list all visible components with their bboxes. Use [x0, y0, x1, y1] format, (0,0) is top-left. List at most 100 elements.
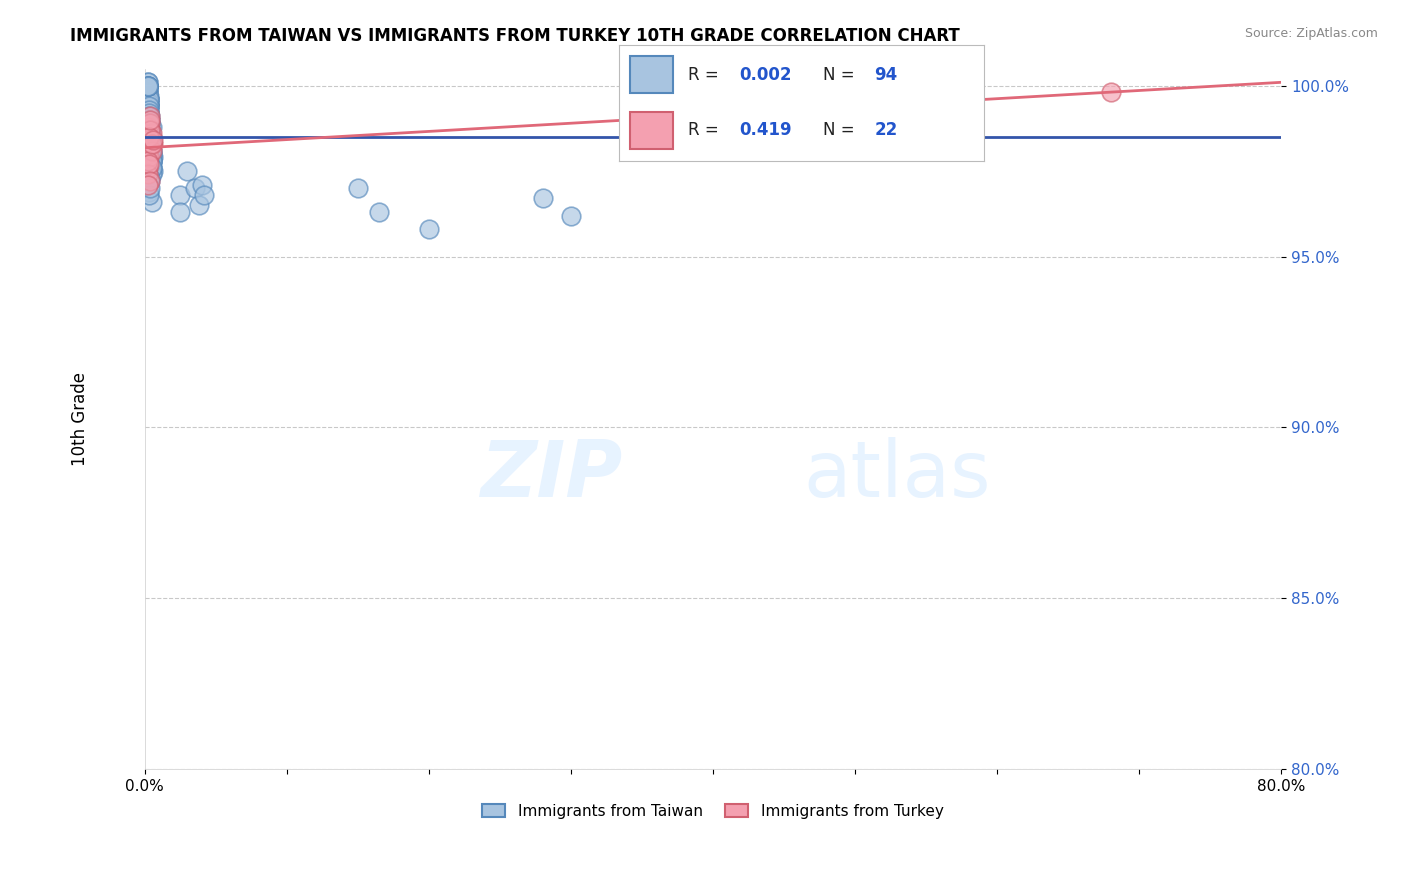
- Point: [141, 194, 163, 209]
- Point: [136, 168, 159, 182]
- Point: [141, 136, 163, 151]
- Point: [139, 174, 162, 188]
- Text: 94: 94: [875, 66, 898, 84]
- Point: [136, 147, 159, 161]
- Point: [139, 116, 162, 130]
- Point: [142, 164, 165, 178]
- Point: [169, 188, 191, 202]
- Point: [138, 92, 160, 106]
- Text: atlas: atlas: [804, 437, 991, 513]
- Point: [136, 88, 159, 103]
- Point: [138, 112, 160, 127]
- Point: [139, 109, 162, 123]
- Point: [136, 178, 159, 192]
- Point: [138, 92, 160, 106]
- Text: ZIP: ZIP: [479, 437, 621, 513]
- Point: [136, 78, 159, 93]
- Point: [138, 157, 160, 171]
- Point: [139, 123, 162, 137]
- Point: [138, 95, 160, 110]
- Point: [136, 75, 159, 89]
- Text: Source: ZipAtlas.com: Source: ZipAtlas.com: [1244, 27, 1378, 40]
- Point: [136, 116, 159, 130]
- Point: [136, 78, 159, 93]
- Point: [141, 168, 163, 182]
- Text: IMMIGRANTS FROM TAIWAN VS IMMIGRANTS FROM TURKEY 10TH GRADE CORRELATION CHART: IMMIGRANTS FROM TAIWAN VS IMMIGRANTS FRO…: [70, 27, 960, 45]
- Point: [139, 140, 162, 154]
- Point: [138, 116, 160, 130]
- Point: [138, 99, 160, 113]
- Point: [136, 82, 159, 96]
- Point: [136, 78, 159, 93]
- Point: [138, 99, 160, 113]
- Point: [136, 78, 159, 93]
- Text: N =: N =: [824, 66, 860, 84]
- Point: [141, 129, 163, 144]
- Point: [136, 82, 159, 96]
- Point: [138, 116, 160, 130]
- Point: [138, 133, 160, 147]
- Point: [176, 164, 198, 178]
- Point: [368, 205, 391, 219]
- Text: R =: R =: [688, 66, 724, 84]
- Bar: [630, 112, 673, 149]
- Point: [141, 144, 163, 158]
- Point: [141, 144, 163, 158]
- Point: [136, 161, 159, 175]
- Point: [141, 153, 163, 168]
- Point: [418, 222, 440, 236]
- Point: [187, 198, 209, 212]
- Point: [139, 147, 162, 161]
- Point: [139, 127, 162, 141]
- Point: [138, 99, 160, 113]
- Point: [141, 157, 163, 171]
- Point: [142, 150, 165, 164]
- Point: [169, 205, 191, 219]
- Point: [138, 103, 160, 117]
- Point: [139, 136, 162, 151]
- Point: [139, 150, 162, 164]
- Point: [138, 106, 160, 120]
- Point: [136, 86, 159, 100]
- Point: [142, 133, 165, 147]
- Point: [139, 174, 162, 188]
- Point: [136, 78, 159, 93]
- Point: [141, 147, 163, 161]
- Point: [139, 129, 162, 144]
- Point: [141, 161, 163, 175]
- Point: [138, 185, 160, 199]
- Point: [142, 136, 165, 151]
- Point: [139, 153, 162, 168]
- Point: [138, 95, 160, 110]
- Point: [141, 161, 163, 175]
- Point: [139, 116, 162, 130]
- Point: [138, 92, 160, 106]
- Point: [139, 112, 162, 127]
- Point: [1099, 86, 1122, 100]
- Point: [193, 188, 215, 202]
- Point: [138, 109, 160, 123]
- Legend: Immigrants from Taiwan, Immigrants from Turkey: Immigrants from Taiwan, Immigrants from …: [477, 797, 949, 825]
- Point: [136, 78, 159, 93]
- Point: [560, 209, 582, 223]
- Text: 22: 22: [875, 121, 898, 139]
- Y-axis label: 10th Grade: 10th Grade: [72, 372, 89, 466]
- Point: [139, 170, 162, 185]
- Point: [141, 144, 163, 158]
- Point: [138, 150, 160, 164]
- Point: [138, 106, 160, 120]
- Point: [138, 103, 160, 117]
- Text: R =: R =: [688, 121, 724, 139]
- Bar: [630, 56, 673, 94]
- Point: [138, 109, 160, 123]
- Text: 0.419: 0.419: [740, 121, 792, 139]
- Point: [139, 120, 162, 134]
- Point: [139, 109, 162, 123]
- Point: [136, 86, 159, 100]
- Text: 0.002: 0.002: [740, 66, 792, 84]
- Point: [139, 133, 162, 147]
- Point: [139, 157, 162, 171]
- Point: [531, 191, 554, 205]
- Text: N =: N =: [824, 121, 860, 139]
- Point: [138, 140, 160, 154]
